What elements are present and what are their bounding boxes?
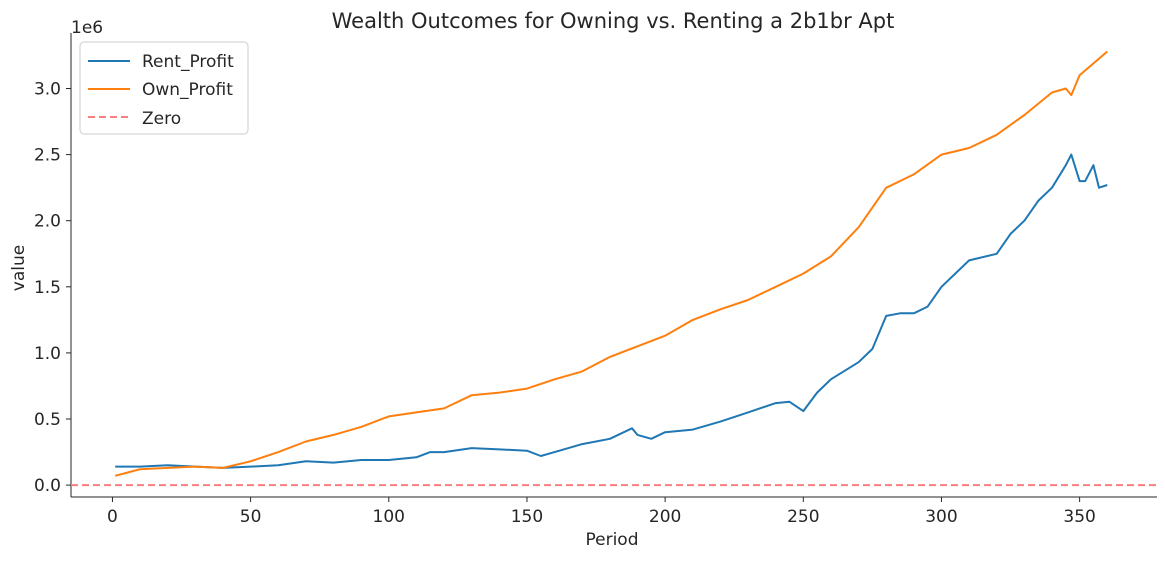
legend-label-own-profit: Own_Profit (142, 80, 233, 100)
axes (70, 33, 1157, 498)
x-tick-label: 0 (107, 507, 118, 527)
x-tick-label: 150 (511, 507, 543, 527)
x-tick-label: 50 (240, 507, 262, 527)
y-tick-label: 0.5 (34, 410, 61, 430)
y-axis-label: value (9, 245, 29, 291)
x-tick-label: 100 (373, 507, 405, 527)
y-ticks: 0.0 0.5 1.0 1.5 2.0 2.5 3.0 (34, 80, 71, 496)
series-layer (71, 50, 1157, 487)
legend-label-zero: Zero (142, 109, 181, 129)
y-tick-label: 1.0 (34, 344, 61, 364)
x-ticks: 0 50 100 150 200 250 300 350 (107, 497, 1096, 527)
series-line-own-profit (114, 50, 1108, 477)
x-tick-label: 200 (649, 507, 681, 527)
series-line-rent-profit (115, 153, 1108, 469)
x-axis-label: Period (585, 530, 638, 550)
legend: Rent_Profit Own_Profit Zero (79, 41, 249, 135)
x-tick-label: 350 (1063, 507, 1095, 527)
x-tick-label: 300 (925, 507, 957, 527)
x-tick-label: 250 (787, 507, 819, 527)
y-offset-label: 1e6 (71, 18, 103, 38)
y-tick-label: 1.5 (34, 278, 61, 298)
y-tick-label: 0.0 (34, 476, 61, 496)
y-tick-label: 2.0 (34, 212, 61, 232)
legend-box (79, 41, 249, 135)
legend-label-rent-profit: Rent_Profit (142, 52, 234, 72)
y-tick-label: 3.0 (34, 80, 61, 100)
y-tick-label: 2.5 (34, 146, 61, 166)
chart-title: Wealth Outcomes for Owning vs. Renting a… (332, 9, 895, 33)
